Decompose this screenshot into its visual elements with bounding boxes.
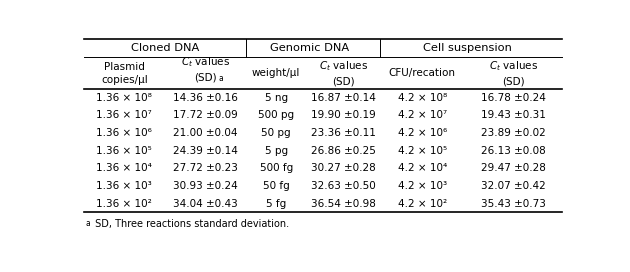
Text: 26.86 ±0.25: 26.86 ±0.25 (311, 146, 375, 156)
Text: 29.47 ±0.28: 29.47 ±0.28 (481, 163, 546, 173)
Text: 24.39 ±0.14: 24.39 ±0.14 (173, 146, 238, 156)
Text: 50 fg: 50 fg (263, 181, 290, 191)
Text: Cloned DNA: Cloned DNA (131, 43, 199, 53)
Text: 14.36 ±0.16: 14.36 ±0.16 (173, 93, 238, 103)
Text: 36.54 ±0.98: 36.54 ±0.98 (311, 199, 375, 209)
Text: 1.36 × 10⁷: 1.36 × 10⁷ (96, 110, 152, 120)
Text: 30.27 ±0.28: 30.27 ±0.28 (311, 163, 375, 173)
Text: 1.36 × 10³: 1.36 × 10³ (96, 181, 152, 191)
Text: 35.43 ±0.73: 35.43 ±0.73 (481, 199, 546, 209)
Text: weight/μl: weight/μl (252, 68, 301, 78)
Text: 1.36 × 10⁸: 1.36 × 10⁸ (96, 93, 152, 103)
Text: Cell suspension: Cell suspension (423, 43, 512, 53)
Text: 50 pg: 50 pg (261, 128, 291, 138)
Text: 30.93 ±0.24: 30.93 ±0.24 (173, 181, 238, 191)
Text: 1.36 × 10⁶: 1.36 × 10⁶ (96, 128, 152, 138)
Text: 500 pg: 500 pg (258, 110, 294, 120)
Text: $C_t$ values
(SD): $C_t$ values (SD) (181, 55, 230, 82)
Text: 4.2 × 10⁶: 4.2 × 10⁶ (398, 128, 447, 138)
Text: 32.07 ±0.42: 32.07 ±0.42 (481, 181, 546, 191)
Text: 16.78 ±0.24: 16.78 ±0.24 (481, 93, 546, 103)
Text: a: a (86, 220, 90, 228)
Text: 23.89 ±0.02: 23.89 ±0.02 (481, 128, 546, 138)
Text: CFU/recation: CFU/recation (389, 68, 455, 78)
Text: SD, Three reactions standard deviation.: SD, Three reactions standard deviation. (93, 219, 290, 229)
Text: 4.2 × 10³: 4.2 × 10³ (398, 181, 447, 191)
Text: 21.00 ±0.04: 21.00 ±0.04 (173, 128, 238, 138)
Text: a: a (219, 75, 224, 84)
Text: Plasmid
copies/μl: Plasmid copies/μl (101, 61, 147, 85)
Text: 17.72 ±0.09: 17.72 ±0.09 (173, 110, 238, 120)
Text: 5 fg: 5 fg (266, 199, 287, 209)
Text: 1.36 × 10⁴: 1.36 × 10⁴ (96, 163, 152, 173)
Text: 27.72 ±0.23: 27.72 ±0.23 (173, 163, 238, 173)
Text: 32.63 ±0.50: 32.63 ±0.50 (311, 181, 375, 191)
Text: 5 ng: 5 ng (265, 93, 288, 103)
Text: 4.2 × 10⁴: 4.2 × 10⁴ (398, 163, 447, 173)
Text: 16.87 ±0.14: 16.87 ±0.14 (311, 93, 375, 103)
Text: Genomic DNA: Genomic DNA (270, 43, 349, 53)
Text: 23.36 ±0.11: 23.36 ±0.11 (311, 128, 375, 138)
Text: 19.43 ±0.31: 19.43 ±0.31 (481, 110, 546, 120)
Text: 26.13 ±0.08: 26.13 ±0.08 (481, 146, 546, 156)
Text: 1.36 × 10⁵: 1.36 × 10⁵ (96, 146, 152, 156)
Text: 4.2 × 10⁷: 4.2 × 10⁷ (398, 110, 447, 120)
Text: $C_t$ values
(SD): $C_t$ values (SD) (319, 60, 368, 86)
Text: 4.2 × 10²: 4.2 × 10² (398, 199, 447, 209)
Text: 19.90 ±0.19: 19.90 ±0.19 (311, 110, 375, 120)
Text: $C_t$ values
(SD): $C_t$ values (SD) (489, 60, 537, 86)
Text: 5 pg: 5 pg (265, 146, 288, 156)
Text: 4.2 × 10⁸: 4.2 × 10⁸ (398, 93, 447, 103)
Text: 1.36 × 10²: 1.36 × 10² (96, 199, 152, 209)
Text: 4.2 × 10⁵: 4.2 × 10⁵ (398, 146, 447, 156)
Text: 500 fg: 500 fg (260, 163, 293, 173)
Text: 34.04 ±0.43: 34.04 ±0.43 (173, 199, 238, 209)
